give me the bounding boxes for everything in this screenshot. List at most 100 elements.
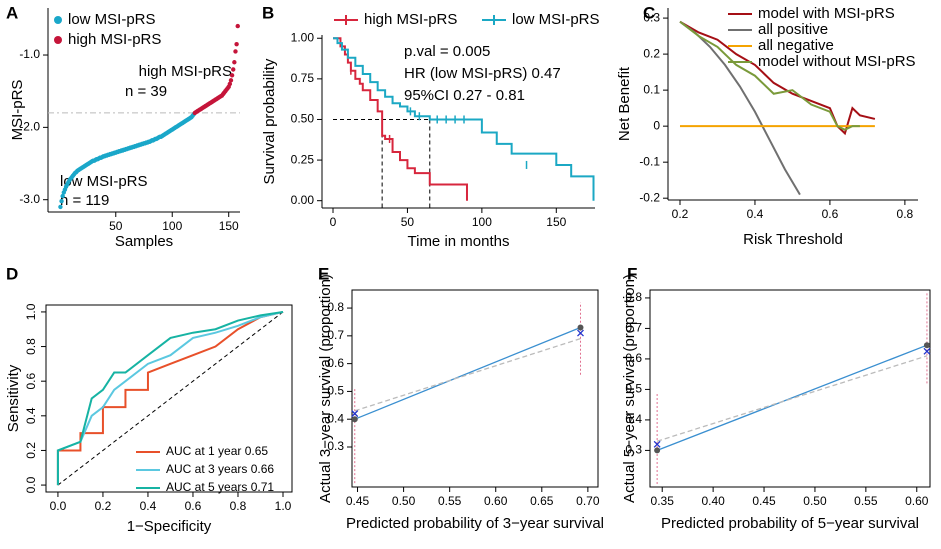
y-tick-label: 0.75 — [291, 71, 315, 85]
annotation: n = 119 — [60, 192, 109, 209]
calibration-line — [354, 338, 581, 412]
x-tick-label: 0.0 — [50, 499, 67, 513]
point — [231, 67, 236, 72]
legend-label: low MSI-pRS — [512, 11, 600, 28]
x-tick-label: 50 — [109, 219, 123, 233]
y-tick-label: 0.8 — [24, 338, 38, 355]
x-tick-label: 0.50 — [392, 494, 416, 508]
point — [235, 23, 240, 29]
y-axis-label: MSI-pRS — [9, 80, 26, 141]
x-tick-label: 0.70 — [576, 494, 600, 508]
x-tick-label: 0.55 — [438, 494, 462, 508]
panel-label: C — [643, 3, 655, 22]
x-axis-label: Time in months — [408, 233, 510, 250]
y-tick-label: -0.2 — [639, 190, 660, 204]
curve — [679, 20, 860, 131]
panel-label: E — [318, 264, 329, 283]
legend-label: AUC at 1 year 0.65 — [166, 444, 268, 458]
observed-point — [654, 447, 661, 454]
legend-label: AUC at 3 years 0.66 — [166, 462, 274, 476]
reference-diagonal — [57, 311, 284, 486]
survival-curve — [333, 37, 595, 201]
point — [232, 60, 237, 65]
x-axis-label: Samples — [115, 233, 173, 250]
y-tick-label: 0.3 — [327, 439, 344, 453]
survival-curve — [333, 37, 468, 201]
x-axis-label: 1−Specificity — [127, 518, 212, 535]
y-tick-label: 0.7 — [625, 321, 642, 335]
x-tick-label: 0.55 — [854, 494, 878, 508]
x-tick-label: 1.0 — [275, 499, 292, 513]
legend-label: model with MSI-pRS — [758, 5, 895, 22]
annotation: 95%CI 0.27 - 0.81 — [404, 87, 525, 104]
corrected-point — [577, 329, 584, 337]
panel-label: F — [627, 264, 637, 283]
x-tick-label: 0.8 — [230, 499, 247, 513]
y-tick-label: 0.4 — [327, 411, 344, 425]
curve — [56, 310, 284, 486]
x-tick-label: 0.50 — [803, 494, 827, 508]
y-axis-label: Sensitivity — [5, 364, 22, 432]
legend-label: model without MSI-pRS — [758, 53, 916, 70]
panel-label: A — [6, 3, 18, 22]
y-tick-label: -1.0 — [19, 47, 40, 61]
y-tick-label: 1.00 — [291, 30, 315, 44]
legend-label: all positive — [758, 21, 828, 38]
x-tick-label: 0.45 — [752, 494, 776, 508]
y-axis-label: Survival probability — [261, 58, 278, 184]
y-tick-label: -0.1 — [639, 154, 660, 168]
x-tick-label: 0 — [330, 215, 337, 229]
plot-frame — [649, 289, 931, 488]
y-tick-label: 0.25 — [291, 152, 315, 166]
point — [228, 78, 234, 83]
plot-frame — [45, 304, 293, 493]
y-tick-label: 0.6 — [327, 356, 344, 370]
x-tick-label: 0.8 — [897, 207, 914, 221]
annotation: high MSI-pRS — [139, 63, 232, 80]
y-tick-label: 0.5 — [327, 384, 344, 398]
y-tick-label: -2.0 — [19, 120, 40, 134]
y-axis-label: Actual 5−year survival (proportion) — [621, 274, 638, 503]
y-axis-label: Actual 3−year survival (proportion) — [317, 274, 334, 503]
y-tick-label: 0.3 — [643, 10, 660, 24]
y-tick-label: 0.00 — [291, 193, 315, 207]
x-tick-label: 0.2 — [95, 499, 112, 513]
y-tick-label: 1.0 — [24, 303, 38, 320]
y-tick-label: 0.8 — [625, 290, 642, 304]
y-tick-label: 0.3 — [625, 443, 642, 457]
y-tick-label: 0.7 — [327, 328, 344, 342]
x-tick-label: 0.65 — [530, 494, 554, 508]
panel-label: B — [262, 3, 274, 22]
x-tick-label: 0.60 — [484, 494, 508, 508]
y-tick-label: 0.2 — [643, 46, 660, 60]
x-tick-label: 0.6 — [822, 207, 839, 221]
x-tick-label: 0.6 — [185, 499, 202, 513]
legend-label: high MSI-pRS — [68, 31, 161, 48]
point — [233, 49, 238, 54]
calibration-line — [656, 344, 928, 452]
legend-label: high MSI-pRS — [364, 11, 457, 28]
point — [227, 81, 233, 87]
point — [58, 204, 63, 210]
x-tick-label: 0.40 — [701, 494, 725, 508]
x-tick-label: 100 — [472, 215, 492, 229]
corrected-point — [653, 440, 661, 448]
annotation: HR (low MSI-pRS) 0.47 — [404, 65, 561, 82]
x-axis-label: Predicted probability of 3−year survival — [346, 515, 604, 532]
y-tick-label: 0.0 — [24, 476, 38, 493]
point — [60, 193, 65, 199]
point — [229, 73, 235, 78]
x-tick-label: 100 — [162, 219, 182, 233]
y-tick-label: 0.6 — [625, 351, 642, 365]
legend-marker — [54, 36, 62, 44]
legend-label: low MSI-pRS — [68, 11, 156, 28]
x-tick-label: 0.35 — [651, 494, 675, 508]
y-axis-label: Net Benefit — [616, 66, 633, 141]
point — [59, 198, 64, 204]
legend-label: AUC at 5 years 0.71 — [166, 480, 274, 494]
annotation: n = 39 — [125, 83, 167, 100]
x-tick-label: 0.2 — [672, 207, 689, 221]
y-tick-label: 0.50 — [291, 112, 315, 126]
plot-frame — [351, 289, 599, 488]
